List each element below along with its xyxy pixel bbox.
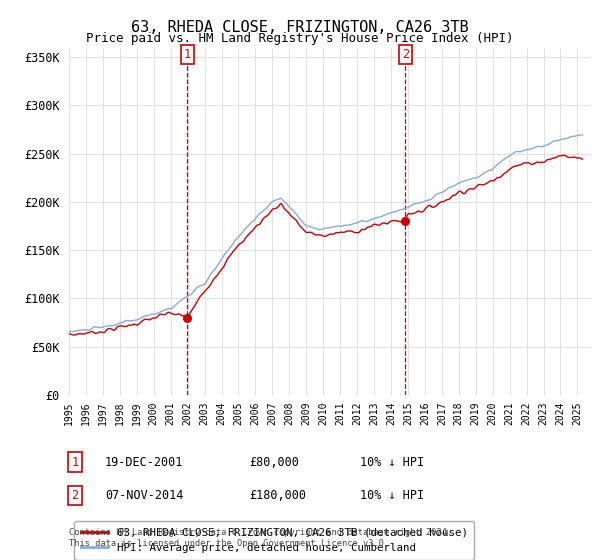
Text: 2: 2 [402,48,409,60]
Text: 10% ↓ HPI: 10% ↓ HPI [360,455,424,469]
Text: 1: 1 [71,455,79,469]
Text: 10% ↓ HPI: 10% ↓ HPI [360,489,424,502]
Text: 19-DEC-2001: 19-DEC-2001 [105,455,184,469]
Text: 1: 1 [184,48,191,60]
Text: £80,000: £80,000 [249,455,299,469]
Text: Price paid vs. HM Land Registry's House Price Index (HPI): Price paid vs. HM Land Registry's House … [86,32,514,45]
Text: 63, RHEDA CLOSE, FRIZINGTON, CA26 3TB: 63, RHEDA CLOSE, FRIZINGTON, CA26 3TB [131,20,469,35]
Text: Contains HM Land Registry data © Crown copyright and database right 2024.
This d: Contains HM Land Registry data © Crown c… [69,528,452,548]
Text: £180,000: £180,000 [249,489,306,502]
Text: 2: 2 [71,489,79,502]
Legend: 63, RHEDA CLOSE, FRIZINGTON, CA26 3TB (detached house), HPI: Average price, deta: 63, RHEDA CLOSE, FRIZINGTON, CA26 3TB (d… [74,521,474,559]
Text: 07-NOV-2014: 07-NOV-2014 [105,489,184,502]
